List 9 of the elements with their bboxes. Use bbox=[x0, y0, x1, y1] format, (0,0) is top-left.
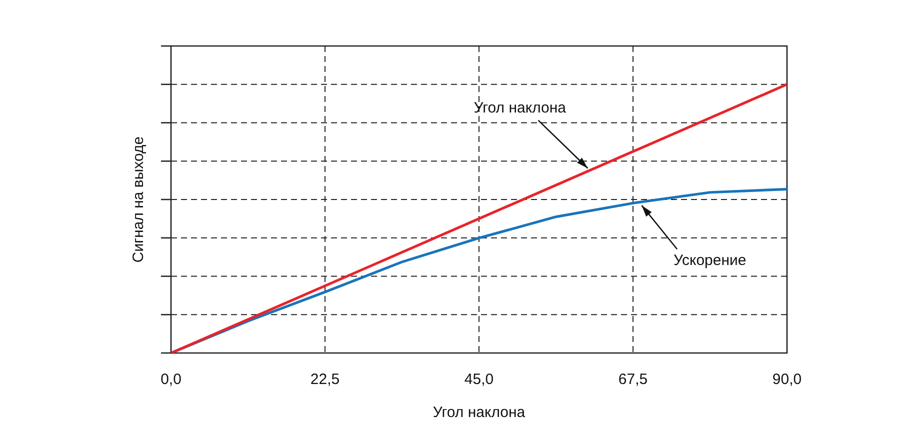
x-tick-label: 0,0 bbox=[160, 371, 182, 388]
x-tick-label: 67,5 bbox=[618, 371, 648, 388]
x-tick-label: 22,5 bbox=[310, 371, 340, 388]
annotation: Угол наклона bbox=[474, 99, 567, 116]
y-axis-title: Сигнал на выходе bbox=[130, 136, 148, 263]
x-axis-title: Угол наклона bbox=[432, 404, 526, 422]
x-tick-label: 90,0 bbox=[772, 371, 802, 388]
x-tick-label: 45,0 bbox=[464, 371, 494, 388]
annotation: Ускорение bbox=[673, 252, 746, 270]
